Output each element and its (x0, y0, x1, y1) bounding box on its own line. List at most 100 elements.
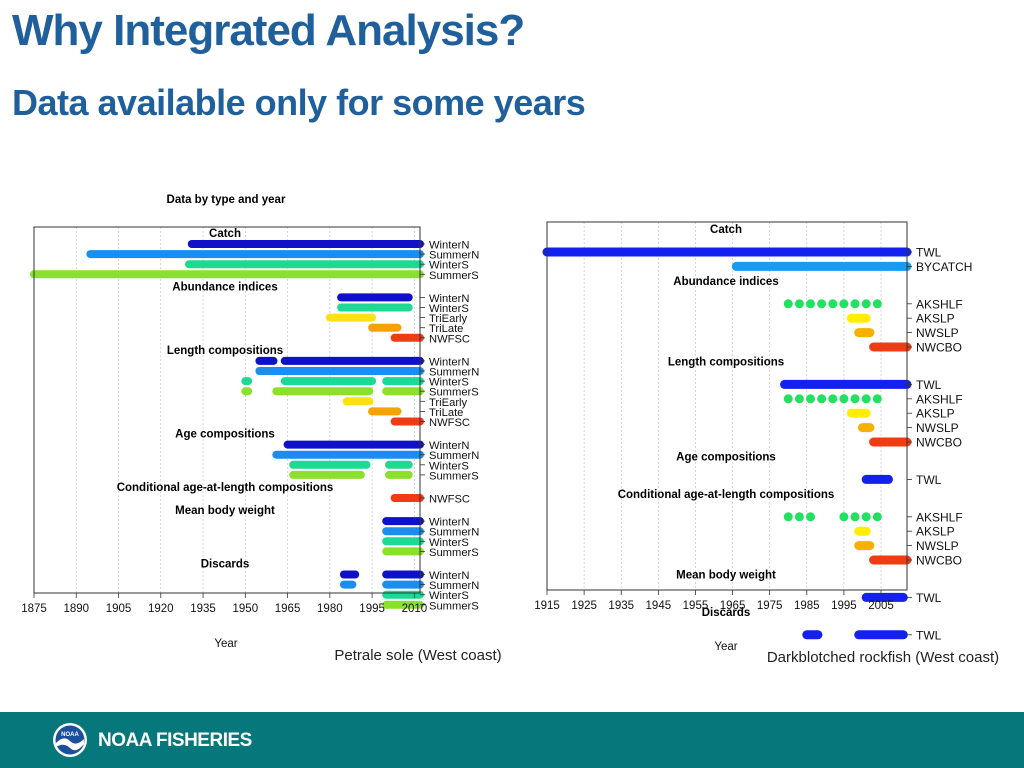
row-label: WinterS (429, 260, 469, 272)
row-label: NWCBO (916, 554, 962, 568)
plot-frame (33, 226, 421, 594)
group-heading: Discards (201, 559, 250, 571)
slide-subtitle: Data available only for some years (12, 82, 586, 123)
data-point (861, 394, 871, 404)
row-label: WinterN (429, 356, 469, 368)
x-tick-label: 1965 (275, 603, 301, 615)
group-heading: Length compositions (167, 345, 283, 357)
noaa-logo-icon: NOAA (53, 723, 87, 757)
x-tick-label: 1935 (608, 600, 634, 612)
x-tick-label: 1915 (534, 600, 560, 612)
row-label: WinterN (429, 517, 469, 529)
row-label: AKSHLF (916, 297, 963, 311)
x-tick-label: 1935 (190, 603, 216, 615)
row-label: SummerS (429, 387, 479, 399)
x-tick-label: 1945 (646, 600, 672, 612)
x-axis-label: Year (714, 641, 737, 653)
x-tick-label: 1995 (831, 600, 857, 612)
row-label: AKSHLF (916, 510, 963, 524)
group-heading: Mean body weight (175, 505, 275, 517)
row-label: TriEarly (429, 397, 468, 409)
row-label: NWFSC (429, 494, 470, 506)
data-point (839, 394, 849, 404)
row-label: WinterS (429, 377, 469, 389)
data-point (839, 512, 849, 522)
group-heading: Discards (702, 607, 751, 619)
row-label: SummerS (429, 547, 479, 559)
row-label: SummerN (429, 250, 479, 262)
row-label: BYCATCH (916, 260, 972, 274)
footer-bar: NOAA NOAA FISHERIES (0, 712, 1024, 768)
row-label: TriLate (429, 323, 463, 335)
group-heading: Conditional age-at-length compositions (618, 489, 835, 501)
chart-caption: Darkblotched rockfish (West coast) (767, 649, 999, 666)
data-point (850, 394, 860, 404)
row-label: WinterS (429, 537, 469, 549)
plot-frame (546, 221, 908, 591)
x-tick-label: 1925 (571, 600, 597, 612)
data-point (783, 299, 793, 309)
petrale-sole-chart-svg: CatchWinterNSummerNWinterSSummerSAbundan… (21, 194, 501, 664)
noaa-logo-text: NOAA (61, 732, 79, 738)
row-label: SummerN (429, 367, 479, 379)
row-label: TWL (916, 378, 942, 392)
x-tick-label: 1920 (148, 603, 174, 615)
group-heading: Conditional age-at-length compositions (117, 482, 334, 494)
row-label: TWL (916, 246, 942, 260)
data-point (850, 512, 860, 522)
row-label: AKSLP (916, 312, 955, 326)
group-heading: Age compositions (676, 451, 776, 463)
data-point (872, 299, 882, 309)
row-label: WinterN (429, 240, 469, 252)
x-tick-label: 1950 (233, 603, 259, 615)
x-tick-label: 1995 (359, 603, 385, 615)
row-label: WinterS (429, 460, 469, 472)
x-tick-label: 1975 (757, 600, 783, 612)
data-point (817, 394, 827, 404)
data-point (861, 299, 871, 309)
group-heading: Mean body weight (676, 569, 776, 581)
group-heading: Abundance indices (673, 276, 778, 288)
data-point (861, 512, 871, 522)
group-heading: Length compositions (668, 356, 784, 368)
data-point (850, 299, 860, 309)
x-axis-label: Year (214, 638, 237, 650)
slide-title: Why Integrated Analysis? (12, 6, 525, 55)
row-label: AKSLP (916, 525, 955, 539)
row-label: TriEarly (429, 313, 468, 325)
row-label: WinterS (429, 590, 469, 602)
row-label: NWCBO (916, 341, 962, 355)
x-tick-label: 2005 (868, 600, 894, 612)
row-label: NWFSC (429, 333, 470, 345)
data-point (806, 299, 816, 309)
data-point (794, 299, 804, 309)
row-label: NWFSC (429, 417, 470, 429)
row-label: TWL (916, 473, 942, 487)
data-point (828, 299, 838, 309)
row-label: NWSLP (916, 539, 959, 553)
row-label: TWL (916, 591, 942, 605)
petrale-sole-chart: Catch WinterN SummerN WinterS SummerS Abundan… (0, 185, 520, 670)
data-point (806, 512, 816, 522)
data-point (839, 299, 849, 309)
x-tick-label: 1965 (720, 600, 746, 612)
data-point (828, 394, 838, 404)
darkblotched-rockfish-chart: Catch TWL BYCATCH Abundance indices AKSHLF AK… (520, 212, 1024, 672)
data-point (794, 394, 804, 404)
row-label: SummerN (429, 450, 479, 462)
row-label: WinterN (429, 293, 469, 305)
data-point (806, 394, 816, 404)
group-heading: Catch (710, 224, 742, 236)
row-label: NWCBO (916, 436, 962, 450)
x-tick-label: 1985 (794, 600, 820, 612)
data-point (783, 394, 793, 404)
x-tick-label: 1890 (63, 603, 89, 615)
chart-caption: Petrale sole (West coast) (334, 647, 501, 664)
row-label: NWSLP (916, 421, 959, 435)
x-tick-label: 1980 (317, 603, 343, 615)
chart-title: Data by type and year (167, 194, 286, 206)
data-point (872, 512, 882, 522)
x-tick-label: 1875 (21, 603, 47, 615)
row-label: TriLate (429, 407, 463, 419)
group-heading: Age compositions (175, 429, 275, 441)
